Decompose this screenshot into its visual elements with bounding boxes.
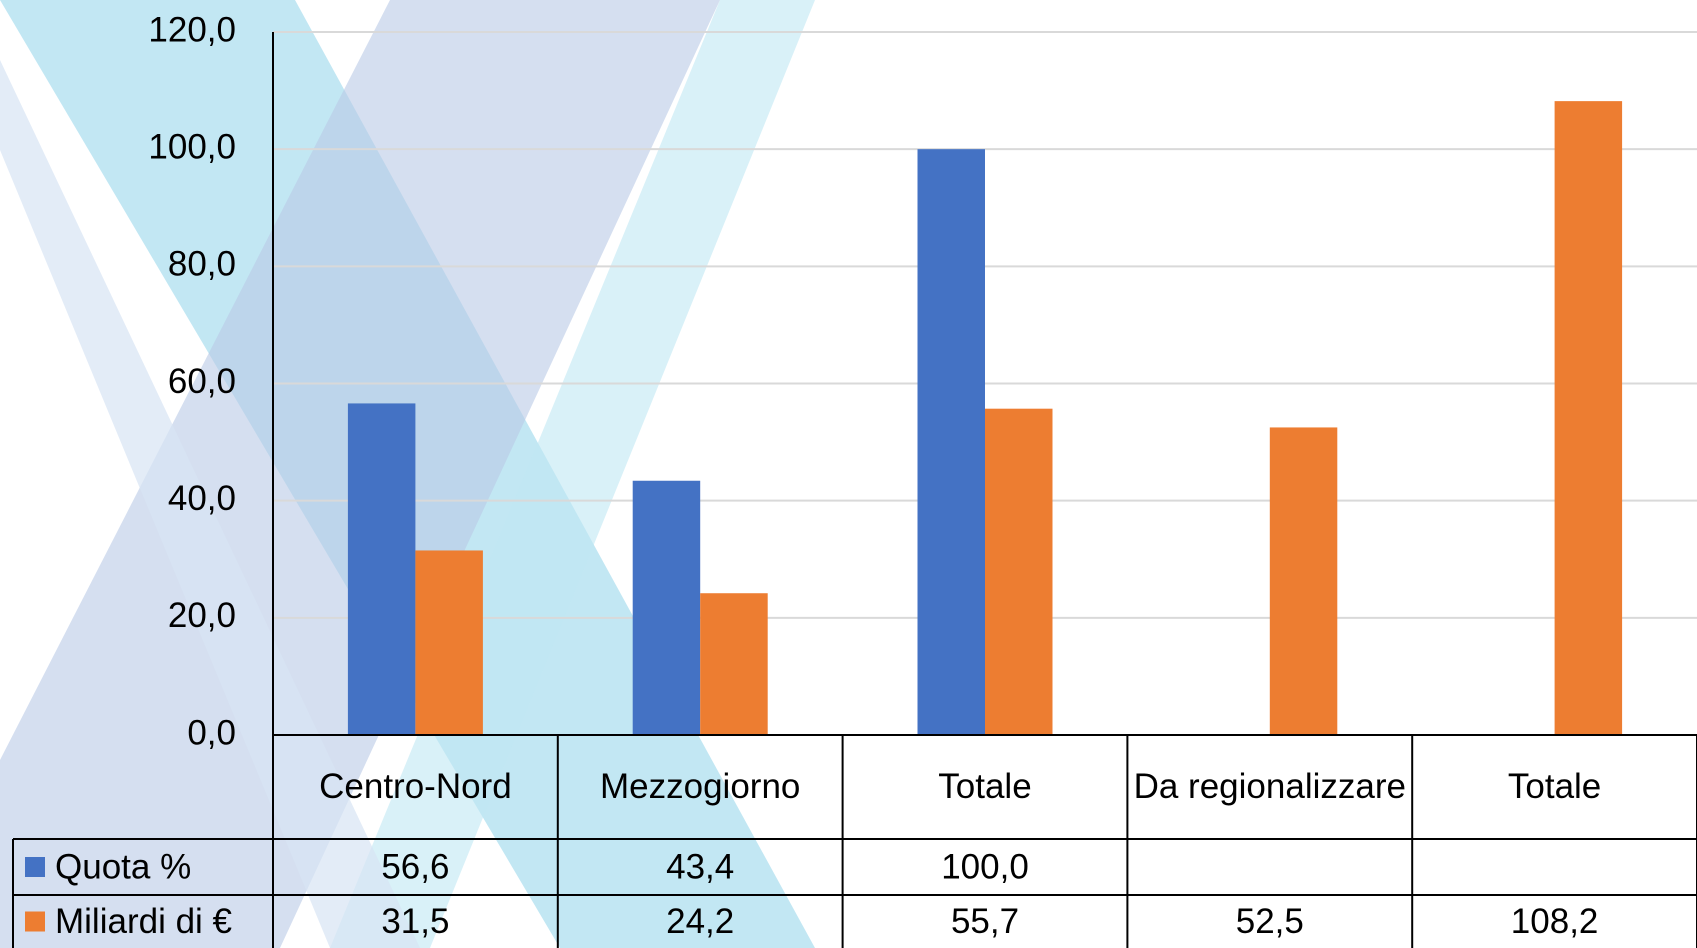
legend-label: Quota % [55, 847, 191, 886]
value-label: 56,6 [381, 847, 449, 886]
value-label: 100,0 [941, 847, 1029, 886]
value-label: 52,5 [1236, 902, 1304, 941]
category-label: Da regionalizzare [1133, 766, 1406, 806]
bar [917, 149, 985, 735]
category-label: Mezzogiorno [600, 766, 801, 806]
category-label: Totale [1507, 766, 1602, 806]
y-tick-label: 40,0 [168, 479, 236, 518]
category-label-box: Da regionalizzare [1133, 766, 1406, 806]
bar [1554, 101, 1623, 735]
y-tick-label: 0,0 [187, 713, 236, 752]
y-tick-label: 120,0 [148, 10, 236, 49]
bar [985, 408, 1053, 735]
y-tick-label: 100,0 [148, 127, 236, 166]
category-label-box: Totale [1507, 766, 1602, 806]
bar [632, 480, 701, 735]
legend-swatch [25, 911, 45, 932]
category-label-box: Centro-Nord [319, 766, 512, 806]
bar [347, 403, 416, 735]
category-label-box: Mezzogiorno [600, 766, 801, 806]
value-label: 24,2 [666, 902, 734, 941]
bar [700, 593, 768, 735]
legend-label: Miliardi di € [55, 902, 232, 941]
category-label-box: Totale [938, 766, 1032, 806]
y-tick-label: 60,0 [168, 362, 236, 401]
bar [415, 550, 483, 735]
value-label: 31,5 [381, 902, 449, 941]
bar [1269, 427, 1338, 735]
y-tick-label: 80,0 [168, 245, 236, 284]
value-label: 55,7 [951, 902, 1019, 941]
category-label: Totale [938, 766, 1032, 806]
category-label: Centro-Nord [319, 766, 512, 806]
legend-swatch [25, 857, 45, 877]
value-label: 108,2 [1511, 902, 1599, 941]
value-label: 43,4 [666, 847, 734, 886]
y-tick-label: 20,0 [168, 596, 236, 635]
